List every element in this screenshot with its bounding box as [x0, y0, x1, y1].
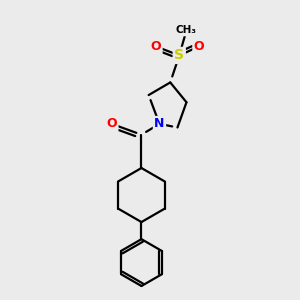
Text: N: N — [154, 117, 165, 130]
Text: O: O — [106, 117, 117, 130]
Text: CH₃: CH₃ — [176, 25, 197, 35]
Text: O: O — [151, 40, 161, 53]
Text: S: S — [174, 48, 184, 62]
Text: O: O — [194, 40, 204, 53]
